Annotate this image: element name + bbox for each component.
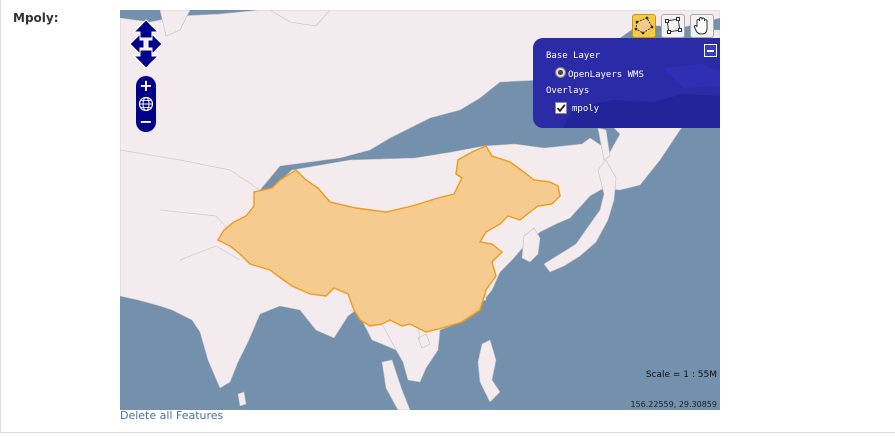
layer-switcher: Base Layer OpenLayers WMS Overlays mpoly xyxy=(533,38,720,128)
modify-feature-button[interactable] xyxy=(661,14,685,38)
base-layer-header: Base Layer xyxy=(546,51,601,61)
scale-line: Scale = 1 : 55M xyxy=(645,370,717,380)
overlay-option[interactable]: mpoly xyxy=(555,102,635,116)
layer-switcher-minimize-button[interactable] xyxy=(704,44,717,57)
field-label: Mpoly: xyxy=(13,11,59,25)
landmass-malay xyxy=(381,359,411,410)
draw-polygon-icon xyxy=(634,16,654,35)
overlay-label: mpoly xyxy=(572,104,600,114)
arrow-down-icon[interactable] xyxy=(132,49,160,69)
modify-feature-icon xyxy=(665,17,682,34)
mouse-position: 156.22559, 29.30859 xyxy=(630,400,717,409)
pan-hand-button[interactable] xyxy=(690,14,714,38)
base-layer-radio[interactable] xyxy=(555,67,566,78)
landmass-srilanka xyxy=(237,391,247,407)
landmass-asia xyxy=(120,10,720,389)
layer-switcher-texture xyxy=(563,64,720,128)
arrow-up-icon[interactable] xyxy=(132,19,160,39)
landmass-arctic xyxy=(159,10,331,37)
pan-control xyxy=(128,18,164,70)
pan-hand-icon xyxy=(693,16,708,35)
zoom-control: + − xyxy=(136,76,156,132)
base-map xyxy=(120,10,720,410)
delete-all-features-link[interactable]: Delete all Features xyxy=(120,409,224,422)
landmass-hainan xyxy=(417,333,431,349)
map-viewport[interactable]: + − xyxy=(120,10,720,410)
landmass-sakhalin xyxy=(597,127,611,161)
draw-polygon-button[interactable] xyxy=(632,14,656,38)
base-layer-option[interactable]: OpenLayers WMS xyxy=(555,67,705,81)
zoom-out-button[interactable]: − xyxy=(139,112,153,131)
landmass-japan xyxy=(543,159,617,273)
check-icon xyxy=(556,104,566,113)
zoom-in-button[interactable]: + xyxy=(139,76,153,95)
mpoly-feature xyxy=(217,145,561,333)
landmass-philippines xyxy=(477,339,501,403)
overlay-checkbox[interactable] xyxy=(555,102,567,114)
base-layer-label: OpenLayers WMS xyxy=(568,70,644,80)
overlays-header: Overlays xyxy=(546,86,590,96)
landmass-korea xyxy=(521,227,541,263)
globe-icon xyxy=(138,96,154,112)
zoom-world-button[interactable] xyxy=(136,95,156,113)
